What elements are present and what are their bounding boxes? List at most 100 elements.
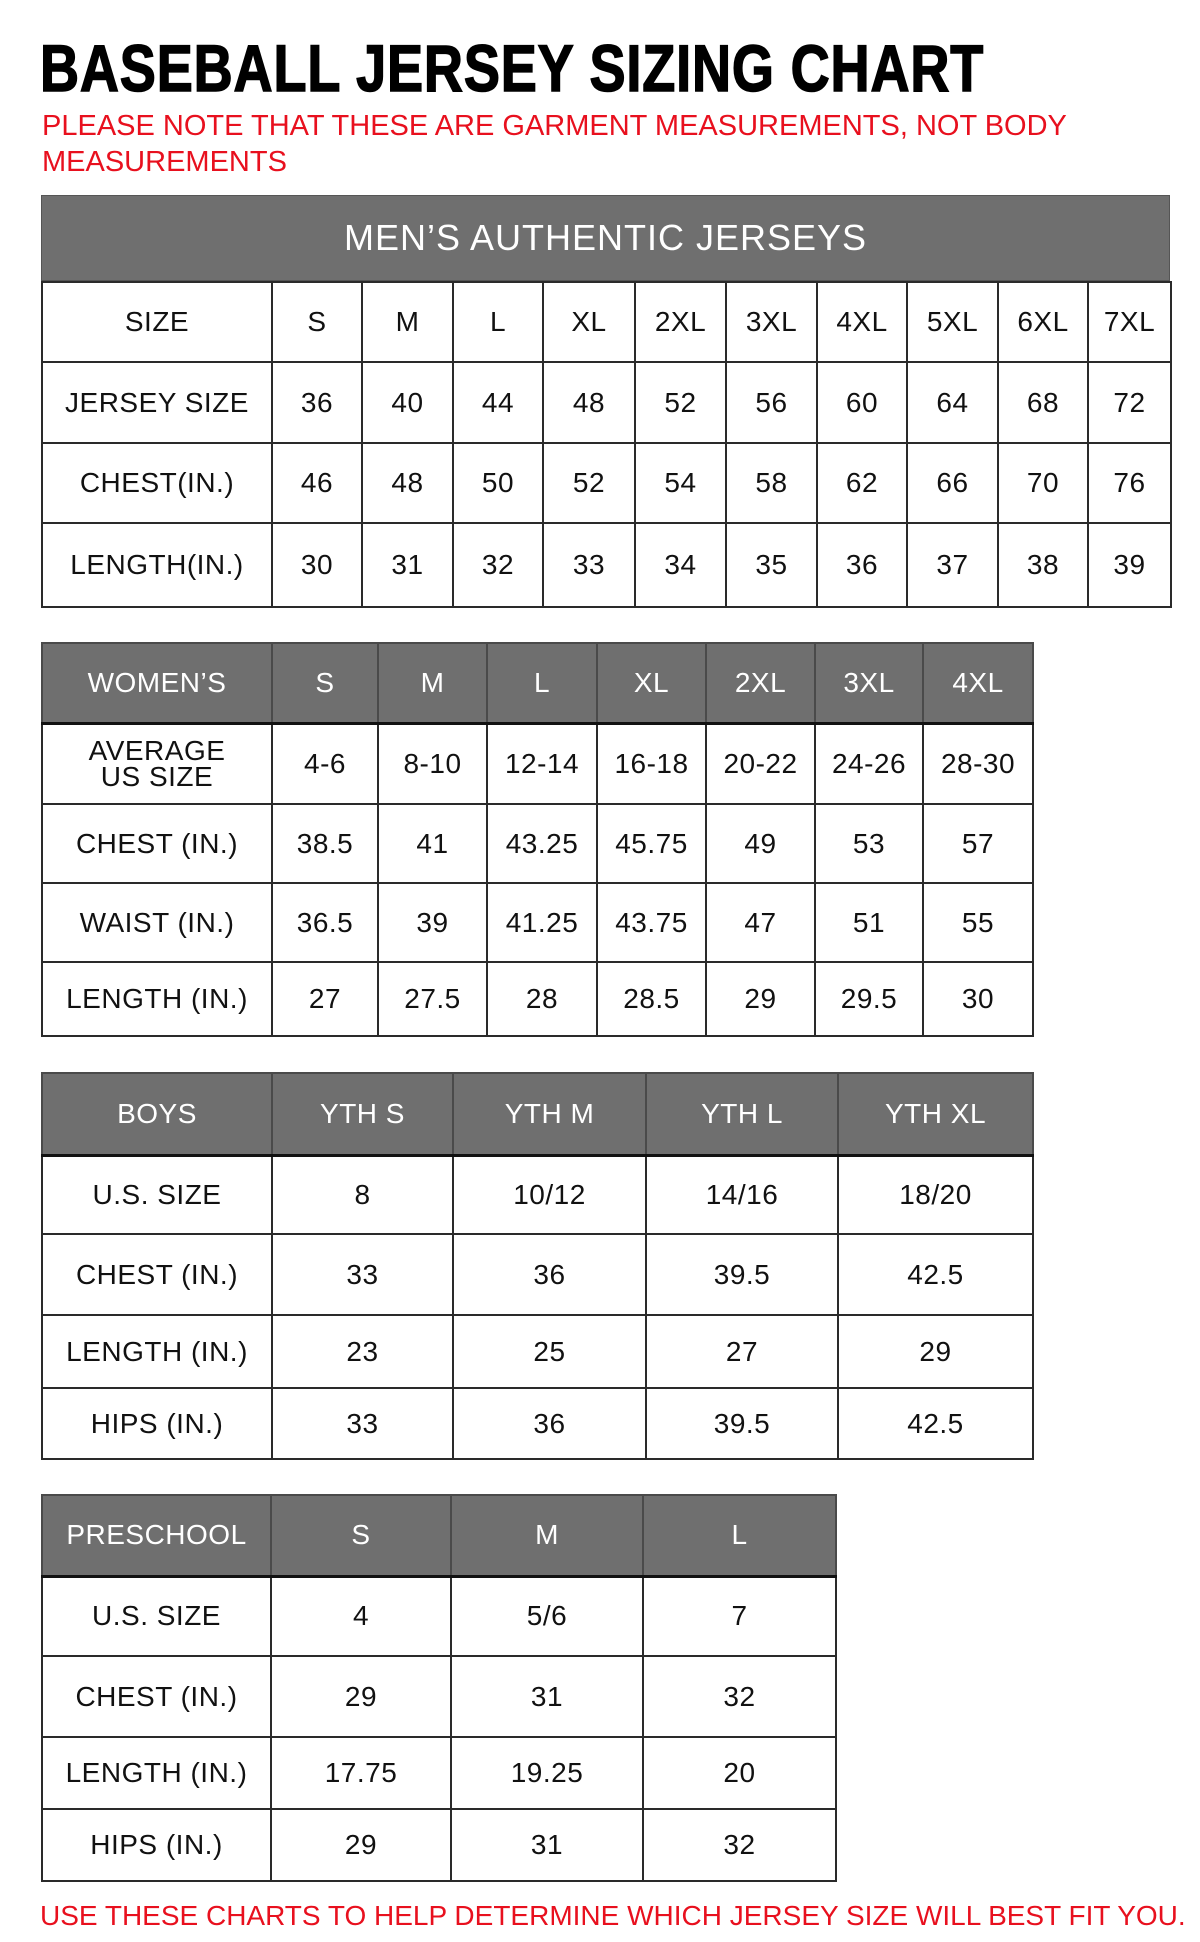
garment-measurement-note: PLEASE NOTE THAT THESE ARE GARMENT MEASU… xyxy=(42,110,1067,178)
size-column-header: 3XL xyxy=(814,642,924,725)
measurement-value: 39.5 xyxy=(645,1387,839,1460)
measurement-value: 7 xyxy=(642,1575,837,1657)
measurement-value: 29 xyxy=(270,1808,452,1882)
measurement-label: CHEST (IN.) xyxy=(41,803,273,884)
size-column-header: YTH XL xyxy=(837,1072,1034,1157)
mens-table-title: MEN’S AUTHENTIC JERSEYS xyxy=(41,195,1170,281)
measurement-value: 25 xyxy=(452,1314,647,1389)
measurement-value: 50 xyxy=(452,442,544,524)
measurement-value: 28-30 xyxy=(922,722,1034,805)
size-column-header: 4XL xyxy=(816,281,908,363)
measurement-value: 31 xyxy=(361,522,454,608)
size-column-header: L xyxy=(452,281,544,363)
measurement-value: 14/16 xyxy=(645,1154,839,1235)
table-row: LENGTH (IN.) 17.75 19.25 20 xyxy=(41,1736,837,1810)
boys-size-table: BOYS YTH S YTH M YTH L YTH XL U.S. SIZE 8 10/12… xyxy=(41,1072,1034,1460)
table-row: CHEST (IN.) 29 31 32 xyxy=(41,1655,837,1738)
measurement-value: 39 xyxy=(1087,522,1172,608)
table-row: U.S. SIZE 8 10/12 14/16 18/20 xyxy=(41,1154,1034,1235)
size-column-header: 2XL xyxy=(634,281,727,363)
size-column-header: S xyxy=(271,642,379,725)
measurement-value: 58 xyxy=(725,442,818,524)
size-column-header: M xyxy=(361,281,454,363)
table-row: WAIST (IN.) 36.5 39 41.25 43.75 47 51 55 xyxy=(41,882,1034,963)
table-row: CHEST (IN.) 38.5 41 43.25 45.75 49 53 57 xyxy=(41,803,1034,884)
measurement-value: 32 xyxy=(452,522,544,608)
measurement-value: 27.5 xyxy=(377,961,488,1037)
measurement-value: 5/6 xyxy=(450,1575,644,1657)
measurement-value: 20-22 xyxy=(705,722,816,805)
measurement-value: 47 xyxy=(705,882,816,963)
header-row: WOMEN’S S M L XL 2XL 3XL 4XL xyxy=(41,642,1034,725)
measurement-value: 28.5 xyxy=(596,961,707,1037)
measurement-value: 4-6 xyxy=(271,722,379,805)
measurement-value: 12-14 xyxy=(486,722,598,805)
measurement-value: 8-10 xyxy=(377,722,488,805)
size-column-header: 7XL xyxy=(1087,281,1172,363)
fit-help-note: USE THESE CHARTS TO HELP DETERMINE WHICH… xyxy=(40,1900,1186,1931)
measurement-value: 52 xyxy=(634,361,727,444)
measurement-value: 8 xyxy=(271,1154,454,1235)
measurement-value: 33 xyxy=(271,1387,454,1460)
size-column-header: L xyxy=(486,642,598,725)
measurement-label: JERSEY SIZE xyxy=(41,361,273,444)
size-column-header: M xyxy=(377,642,488,725)
measurement-label: AVERAGE US SIZE xyxy=(41,722,273,805)
measurement-value: 18/20 xyxy=(837,1154,1034,1235)
measurement-value: 16-18 xyxy=(596,722,707,805)
size-column-header: L xyxy=(642,1494,837,1578)
measurement-value: 10/12 xyxy=(452,1154,647,1235)
measurement-value: 62 xyxy=(816,442,908,524)
header-row: SIZE S M L XL 2XL 3XL 4XL 5XL 6XL 7XL xyxy=(41,281,1172,363)
mens-size-table: SIZE S M L XL 2XL 3XL 4XL 5XL 6XL 7XL JERSEY SIZE 36… xyxy=(41,281,1172,608)
measurement-value: 72 xyxy=(1087,361,1172,444)
measurement-label: WAIST (IN.) xyxy=(41,882,273,963)
measurement-value: 36 xyxy=(816,522,908,608)
measurement-label: CHEST (IN.) xyxy=(41,1655,272,1738)
measurement-value: 32 xyxy=(642,1655,837,1738)
measurement-value: 29 xyxy=(837,1314,1034,1389)
measurement-value: 45.75 xyxy=(596,803,707,884)
measurement-value: 41 xyxy=(377,803,488,884)
measurement-value: 24-26 xyxy=(814,722,924,805)
table-row: LENGTH (IN.) 23 25 27 29 xyxy=(41,1314,1034,1389)
measurement-value: 36.5 xyxy=(271,882,379,963)
measurement-value: 29.5 xyxy=(814,961,924,1037)
measurement-value: 76 xyxy=(1087,442,1172,524)
measurement-value: 55 xyxy=(922,882,1034,963)
measurement-value: 43.25 xyxy=(486,803,598,884)
measurement-label: HIPS (IN.) xyxy=(41,1808,272,1882)
measurement-value: 29 xyxy=(270,1655,452,1738)
measurement-value: 19.25 xyxy=(450,1736,644,1810)
measurement-value: 20 xyxy=(642,1736,837,1810)
size-column-header: 5XL xyxy=(906,281,999,363)
measurement-value: 36 xyxy=(271,361,363,444)
measurement-value: 38 xyxy=(997,522,1089,608)
preschool-size-table: PRESCHOOL S M L U.S. SIZE 4 5/6 7 CHEST (IN.) 29 3… xyxy=(41,1494,837,1882)
measurement-value: 42.5 xyxy=(837,1233,1034,1316)
header-row: PRESCHOOL S M L xyxy=(41,1494,837,1578)
table-category-header: SIZE xyxy=(41,281,273,363)
table-category-header: WOMEN’S xyxy=(41,642,273,725)
table-row: JERSEY SIZE 36 40 44 48 52 56 60 64 68 72 xyxy=(41,361,1172,444)
measurement-value: 64 xyxy=(906,361,999,444)
table-row: CHEST (IN.) 33 36 39.5 42.5 xyxy=(41,1233,1034,1316)
table-row: HIPS (IN.) 33 36 39.5 42.5 xyxy=(41,1387,1034,1460)
measurement-value: 54 xyxy=(634,442,727,524)
measurement-value: 30 xyxy=(271,522,363,608)
measurement-value: 70 xyxy=(997,442,1089,524)
measurement-value: 40 xyxy=(361,361,454,444)
measurement-value: 27 xyxy=(645,1314,839,1389)
table-row: U.S. SIZE 4 5/6 7 xyxy=(41,1575,837,1657)
measurement-label: HIPS (IN.) xyxy=(41,1387,273,1460)
measurement-value: 27 xyxy=(271,961,379,1037)
measurement-value: 66 xyxy=(906,442,999,524)
size-column-header: XL xyxy=(596,642,707,725)
measurement-value: 4 xyxy=(270,1575,452,1657)
measurement-label: LENGTH(IN.) xyxy=(41,522,273,608)
measurement-value: 68 xyxy=(997,361,1089,444)
page-title: BASEBALL JERSEY SIZING CHART xyxy=(39,30,985,106)
size-column-header: YTH L xyxy=(645,1072,839,1157)
table-category-header: PRESCHOOL xyxy=(41,1494,272,1578)
womens-size-table: WOMEN’S S M L XL 2XL 3XL 4XL AVERAGE US SIZE 4-6 8… xyxy=(41,642,1034,1037)
